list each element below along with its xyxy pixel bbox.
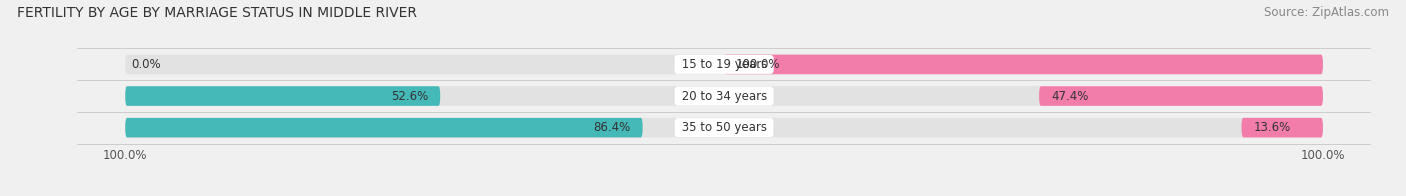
Text: 15 to 19 years: 15 to 19 years (678, 58, 770, 71)
FancyBboxPatch shape (125, 86, 1323, 106)
Text: 20 to 34 years: 20 to 34 years (678, 90, 770, 103)
Text: 35 to 50 years: 35 to 50 years (678, 121, 770, 134)
FancyBboxPatch shape (724, 55, 1323, 74)
FancyBboxPatch shape (125, 55, 1323, 74)
FancyBboxPatch shape (125, 118, 643, 137)
FancyBboxPatch shape (125, 118, 1323, 137)
FancyBboxPatch shape (1039, 86, 1323, 106)
Text: 13.6%: 13.6% (1254, 121, 1291, 134)
FancyBboxPatch shape (1241, 118, 1323, 137)
Text: 47.4%: 47.4% (1052, 90, 1088, 103)
Text: Source: ZipAtlas.com: Source: ZipAtlas.com (1264, 6, 1389, 19)
Text: FERTILITY BY AGE BY MARRIAGE STATUS IN MIDDLE RIVER: FERTILITY BY AGE BY MARRIAGE STATUS IN M… (17, 6, 416, 20)
FancyBboxPatch shape (125, 86, 440, 106)
Text: 86.4%: 86.4% (593, 121, 631, 134)
Text: 52.6%: 52.6% (391, 90, 429, 103)
Text: 100.0%: 100.0% (737, 58, 780, 71)
Text: 0.0%: 0.0% (131, 58, 160, 71)
